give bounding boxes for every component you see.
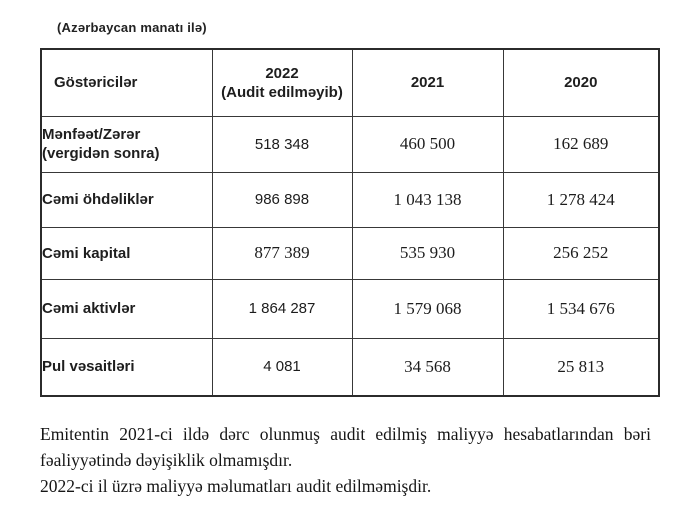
value-cell: 1 579 068 <box>351 278 504 339</box>
value-cell: 986 898 <box>211 171 353 228</box>
notes-section: Emitentin 2021-ci ildə dərc olunmuş audi… <box>40 421 651 499</box>
row-label: Mənfəət/Zərər (vergidən sonra) <box>40 115 213 173</box>
table-row-cash: Pul vəsaitləri 4 081 34 568 25 813 <box>40 337 660 397</box>
value-cell: 1 864 287 <box>211 278 353 339</box>
table-row-total-equity: Cəmi kapital 877 389 535 930 256 252 <box>40 226 660 280</box>
value-cell: 1 278 424 <box>502 171 660 228</box>
value-cell: 1 534 676 <box>502 278 660 339</box>
table-row-total-liabilities: Cəmi öhdəliklər 986 898 1 043 138 1 278 … <box>40 171 660 228</box>
table-row-profit-loss: Mənfəət/Zərər (vergidən sonra) 518 348 4… <box>40 115 660 173</box>
header-row: Göstəricilər 2022 (Audit edilməyib) 2021… <box>40 48 660 117</box>
row-label: Cəmi kapital <box>40 226 213 280</box>
value-cell: 877 389 <box>211 226 353 280</box>
financials-table: Göstəricilər 2022 (Audit edilməyib) 2021… <box>40 48 660 397</box>
value-cell: 518 348 <box>211 115 353 173</box>
audit-note-2: 2022-ci il üzrə maliyyə məlumatları audi… <box>40 476 432 496</box>
value-cell: 162 689 <box>502 115 660 173</box>
value-cell: 25 813 <box>502 337 660 397</box>
col-header-2022: 2022 (Audit edilməyib) <box>211 48 353 117</box>
col-header-2020: 2020 <box>502 48 660 117</box>
table-row-total-assets: Cəmi aktivlər 1 864 287 1 579 068 1 534 … <box>40 278 660 339</box>
currency-unit-note: (Azərbaycan manatı ilə) <box>57 20 207 35</box>
value-cell: 4 081 <box>211 337 353 397</box>
col-header-indicators: Göstəricilər <box>40 48 213 117</box>
value-cell: 535 930 <box>351 226 504 280</box>
value-cell: 34 568 <box>351 337 504 397</box>
audit-note-1: Emitentin 2021-ci ildə dərc olunmuş audi… <box>40 424 651 470</box>
col-header-2021: 2021 <box>351 48 504 117</box>
row-label: Cəmi öhdəliklər <box>40 171 213 228</box>
value-cell: 460 500 <box>351 115 504 173</box>
row-label: Pul vəsaitləri <box>40 337 213 397</box>
value-cell: 1 043 138 <box>351 171 504 228</box>
value-cell: 256 252 <box>502 226 660 280</box>
row-label: Cəmi aktivlər <box>40 278 213 339</box>
